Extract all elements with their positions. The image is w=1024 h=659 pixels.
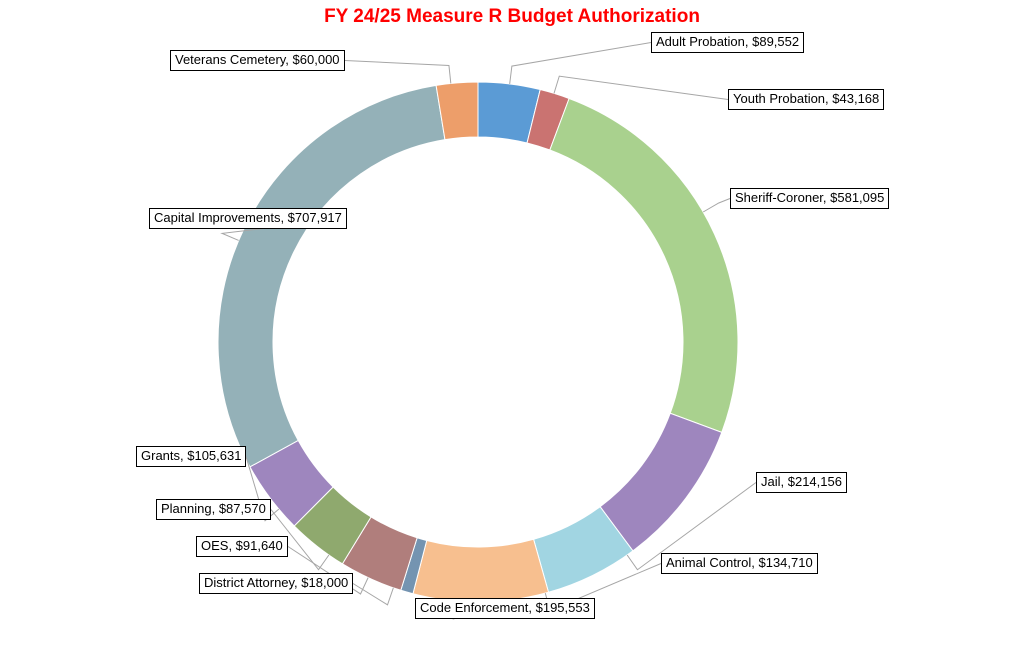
donut-slice	[413, 539, 549, 602]
slice-label: Veterans Cemetery, $60,000	[170, 50, 345, 71]
slice-label: Capital Improvements, $707,917	[149, 208, 347, 229]
slice-label: Code Enforcement, $195,553	[415, 598, 595, 619]
slice-label: Sheriff-Coroner, $581,095	[730, 188, 889, 209]
slice-label: OES, $91,640	[196, 536, 288, 557]
leader-line	[703, 199, 730, 213]
slice-label: Animal Control, $134,710	[661, 553, 818, 574]
donut-slice	[550, 98, 738, 432]
slice-label: Planning, $87,570	[156, 499, 271, 520]
slice-label: District Attorney, $18,000	[199, 573, 353, 594]
leader-line	[353, 584, 393, 605]
leader-line	[345, 61, 451, 84]
slice-label: Jail, $214,156	[756, 472, 847, 493]
donut-slice	[218, 85, 445, 466]
leader-line	[554, 76, 728, 99]
slice-label: Grants, $105,631	[136, 446, 246, 467]
slice-label: Adult Probation, $89,552	[651, 32, 804, 53]
leader-line	[510, 43, 651, 84]
donut-slice	[600, 413, 722, 551]
slice-label: Youth Probation, $43,168	[728, 89, 884, 110]
